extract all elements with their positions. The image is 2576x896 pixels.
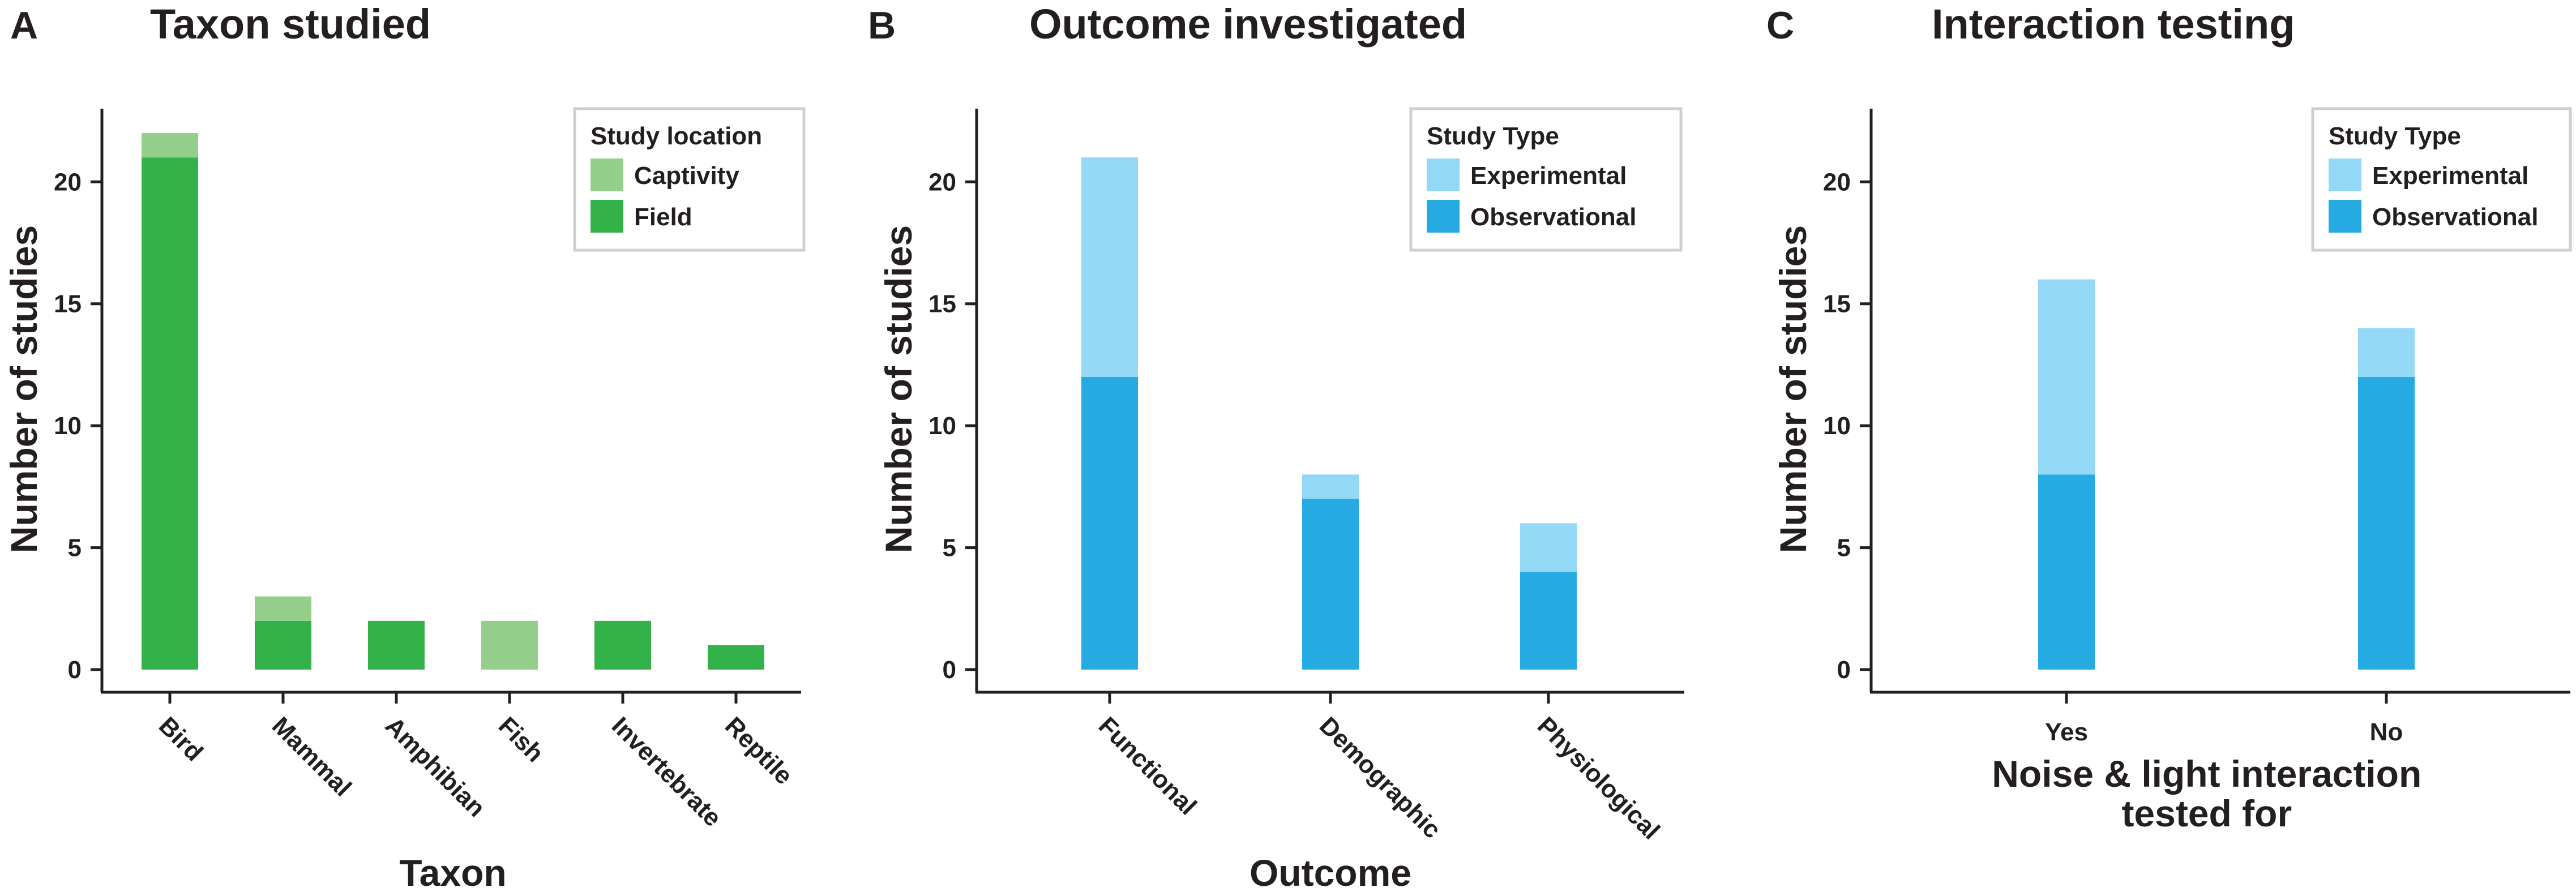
legend-swatch-observational — [2329, 200, 2361, 233]
y-axis-label: Number of studies — [878, 225, 919, 553]
x-tick-label: Demographic — [1314, 711, 1446, 843]
legend-swatch-field — [590, 200, 623, 233]
y-tick-label: 0 — [1837, 656, 1851, 684]
y-tick-label: 0 — [68, 656, 82, 684]
panel-title: Interaction testing — [1932, 1, 2295, 48]
bar-field-mammal — [255, 620, 311, 670]
x-tick-label: Yes — [2045, 718, 2088, 746]
panel-letter: A — [10, 4, 38, 47]
panel-a: A Taxon studied 0 5 10 15 20 Number of studies B… — [3, 1, 806, 894]
legend: Study Type Experimental Observational — [2311, 107, 2572, 252]
legend: Study location Captivity Field — [573, 107, 806, 252]
bar-experimental-yes — [2038, 279, 2095, 475]
y-tick-label: 10 — [54, 412, 82, 440]
y-tick-label: 20 — [928, 168, 956, 196]
legend-label-experimental: Experimental — [1470, 162, 1627, 190]
legend-label-observational: Observational — [2372, 203, 2538, 231]
y-tick-label: 5 — [943, 534, 956, 562]
bar-captivity-mammal — [255, 596, 311, 621]
bar-observational-yes — [2038, 474, 2095, 670]
panel-b: B Outcome investigated 0 5 10 15 20 Number of s… — [868, 1, 1684, 894]
bar-field-invertebrate — [594, 620, 651, 670]
bar-field-amphibian — [368, 620, 425, 670]
legend-swatch-experimental — [1427, 158, 1460, 191]
x-tick-label: Physiological — [1532, 711, 1665, 844]
y-tick-label: 15 — [928, 290, 956, 318]
bar-experimental-demographic — [1302, 474, 1359, 499]
x-tick-label: Functional — [1093, 711, 1202, 820]
y-tick-label: 10 — [1823, 412, 1851, 440]
x-tick-label: Fish — [493, 711, 549, 768]
legend-label-field: Field — [634, 203, 692, 231]
panel-letter: B — [868, 4, 896, 47]
legend-title: Study Type — [1427, 122, 1559, 150]
bar-experimental-physiological — [1520, 523, 1577, 572]
legend-swatch-observational — [1427, 200, 1460, 233]
legend-title: Study location — [590, 122, 762, 150]
panel-c: C Interaction testing 0 5 10 15 20 Number of st… — [1766, 1, 2572, 834]
legend-label-experimental: Experimental — [2372, 162, 2528, 190]
y-axis-label: Number of studies — [1772, 225, 1814, 553]
x-tick-label: Invertebrate — [606, 711, 727, 832]
legend-swatch-captivity — [590, 158, 623, 191]
y-tick-label: 20 — [54, 168, 82, 196]
x-axis-label: Outcome — [1250, 852, 1411, 894]
y-tick-label: 20 — [1823, 168, 1851, 196]
y-axis-label: Number of studies — [3, 225, 45, 553]
x-tick-label: No — [2370, 718, 2403, 746]
panel-letter: C — [1766, 4, 1794, 47]
legend-title: Study Type — [2329, 122, 2461, 150]
bar-observational-no — [2358, 376, 2415, 670]
y-tick-label: 5 — [1837, 534, 1851, 562]
legend-swatch-experimental — [2329, 158, 2361, 191]
legend: Study Type Experimental Observational — [1409, 107, 1683, 252]
x-tick-label: Reptile — [720, 711, 798, 790]
bar-field-reptile — [708, 645, 764, 670]
bar-experimental-functional — [1081, 157, 1138, 377]
x-axis-label: Taxon — [399, 852, 506, 894]
x-axis-label: tested for — [2121, 792, 2292, 834]
x-tick-label: Amphibian — [380, 711, 490, 822]
panel-title: Outcome investigated — [1029, 1, 1467, 48]
bar-observational-functional — [1081, 376, 1138, 670]
y-tick-label: 10 — [928, 412, 956, 440]
legend-label-captivity: Captivity — [634, 162, 739, 190]
legend-label-observational: Observational — [1470, 203, 1636, 231]
bar-field-bird — [142, 157, 198, 670]
x-tick-label: Bird — [153, 711, 208, 766]
bar-captivity-fish — [481, 620, 538, 670]
bar-captivity-bird — [142, 133, 198, 158]
bar-experimental-no — [2358, 328, 2415, 377]
bar-observational-demographic — [1302, 499, 1359, 670]
y-tick-label: 15 — [54, 290, 82, 318]
y-tick-label: 0 — [943, 656, 956, 684]
x-axis-label: Noise & light interaction — [1992, 753, 2421, 795]
y-tick-label: 5 — [68, 534, 82, 562]
x-tick-label: Mammal — [267, 711, 357, 801]
panel-title: Taxon studied — [150, 1, 431, 48]
y-tick-label: 15 — [1823, 290, 1851, 318]
bar-observational-physiological — [1520, 572, 1577, 670]
